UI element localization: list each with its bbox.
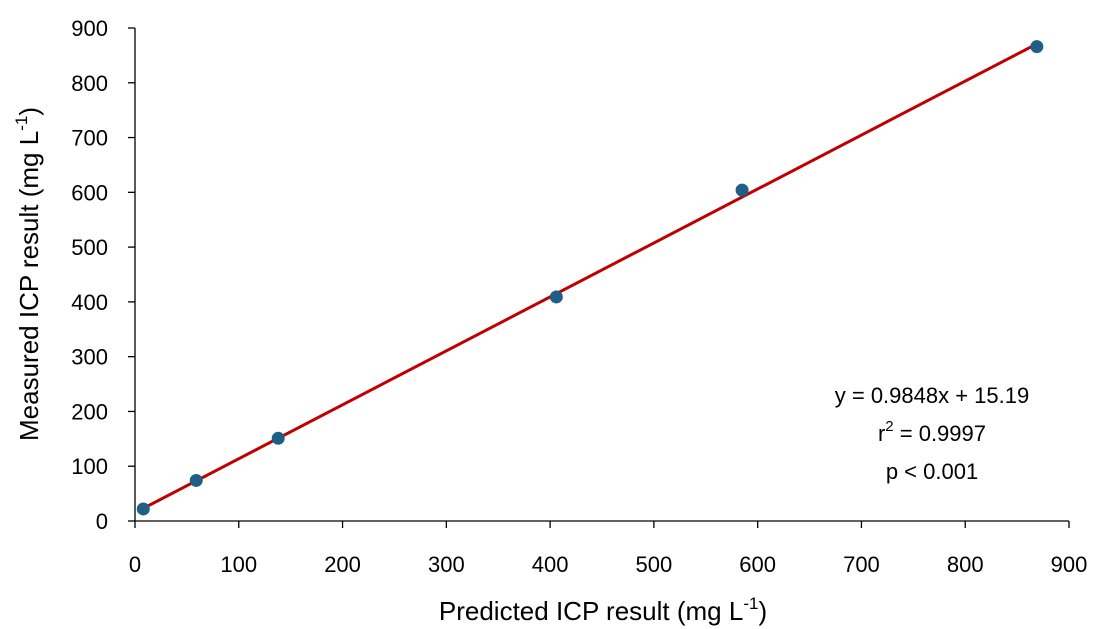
axes (134, 28, 1069, 522)
r-squared-label: r2 = 0.9997 (878, 418, 986, 446)
x-ticks: 0 100 200 300 400 500 600 700 800 900 (129, 521, 1087, 577)
y-tick-label: 300 (71, 345, 108, 370)
y-tick-label: 200 (71, 399, 108, 424)
x-tick-label: 200 (324, 552, 361, 577)
x-tick-label: 0 (129, 552, 141, 577)
equation-label: y = 0.9848x + 15.19 (835, 383, 1030, 408)
x-tick-label: 100 (220, 552, 257, 577)
y-tick-label: 400 (71, 290, 108, 315)
data-point (189, 473, 203, 487)
data-point (271, 431, 285, 445)
x-tick-label: 400 (532, 552, 569, 577)
x-tick-label: 600 (739, 552, 776, 577)
data-point (549, 290, 563, 304)
trendline (142, 42, 1038, 510)
x-axis-title: Predicted ICP result (mg L-1) (439, 594, 767, 626)
x-tick-label: 500 (636, 552, 673, 577)
p-value-label: p < 0.001 (886, 459, 978, 484)
y-tick-label: 700 (71, 126, 108, 151)
y-tick-label: 500 (71, 235, 108, 260)
regression-annotation: y = 0.9848x + 15.19 r2 = 0.9997 p < 0.00… (835, 383, 1030, 484)
trendline-layer (142, 42, 1038, 510)
data-point (136, 502, 150, 516)
y-tick-label: 600 (71, 180, 108, 205)
x-tick-label: 900 (1051, 552, 1088, 577)
y-axis-title: Measured ICP result (mg L-1) (12, 107, 44, 441)
x-tick-label: 700 (843, 552, 880, 577)
y-tick-label: 800 (71, 71, 108, 96)
data-point (1030, 40, 1044, 54)
data-point (735, 183, 749, 197)
x-tick-label: 800 (947, 552, 984, 577)
x-tick-label: 300 (428, 552, 465, 577)
y-tick-label: 0 (96, 509, 108, 534)
y-ticks: 0 100 200 300 400 500 600 700 800 900 (71, 16, 135, 534)
points-layer (136, 40, 1044, 516)
y-tick-label: 100 (71, 454, 108, 479)
y-tick-label: 900 (71, 16, 108, 41)
